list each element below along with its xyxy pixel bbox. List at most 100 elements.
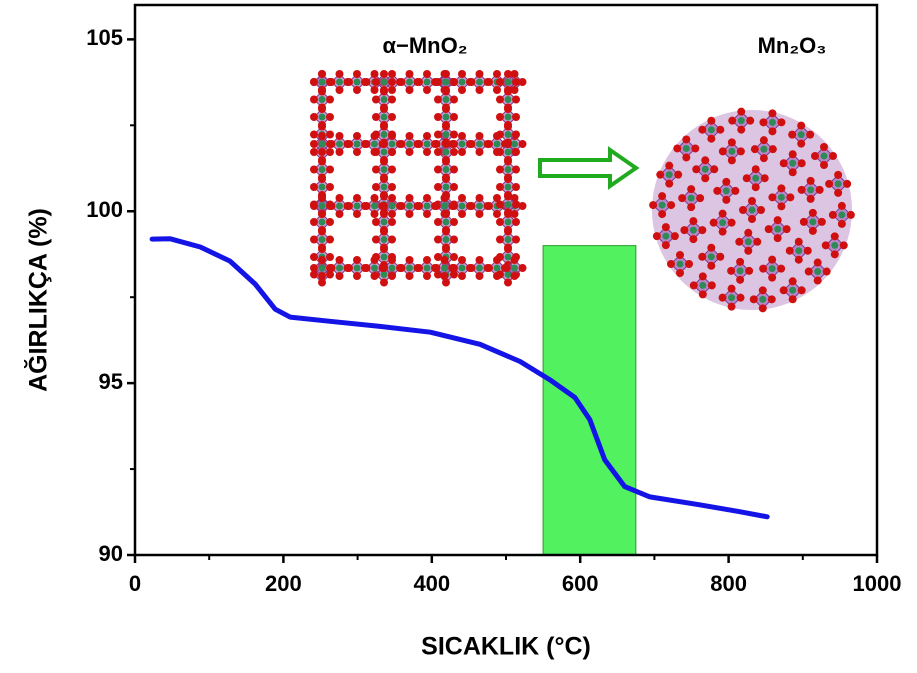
oxygen-atom (829, 152, 838, 161)
oxygen-atom (759, 264, 768, 273)
oxygen-atom (512, 113, 520, 121)
oxygen-atom (326, 218, 334, 226)
oxygen-atom (670, 232, 679, 241)
oxygen-atom (716, 252, 725, 261)
oxygen-atom (335, 272, 344, 280)
oxygen-atom (434, 95, 442, 104)
oxygen-atom (760, 174, 769, 183)
mn-atom (504, 131, 512, 138)
mn-atom (380, 131, 388, 138)
oxygen-atom (788, 168, 797, 177)
oxygen-atom (442, 278, 450, 287)
oxygen-atom (698, 125, 707, 134)
oxygen-atom (739, 206, 747, 214)
oxygen-atom (493, 194, 501, 202)
oxygen-atom (689, 217, 698, 226)
oxygen-atom (496, 270, 504, 279)
mn-atom (318, 78, 326, 86)
oxygen-atom (440, 272, 449, 280)
oxygen-atom (727, 218, 736, 227)
oxygen-atom (318, 148, 326, 156)
y-tick-label: 100 (86, 197, 123, 222)
y-tick-label: 90 (99, 541, 123, 566)
oxygen-atom (745, 266, 754, 275)
oxygen-atom (318, 87, 326, 96)
oxygen-atom (380, 202, 388, 210)
oxygen-atom (310, 140, 318, 148)
oxygen-atom (735, 237, 744, 246)
oxygen-atom (794, 237, 803, 246)
oxygen-atom (353, 256, 361, 264)
oxygen-atom (504, 70, 512, 78)
oxygen-atom (718, 209, 727, 218)
mn-atom (442, 113, 450, 121)
oxygen-atom (326, 183, 334, 191)
oxygen-atom (799, 217, 808, 226)
oxygen-atom (434, 235, 442, 244)
mn-atom (682, 144, 690, 152)
oxygen-atom (820, 161, 829, 170)
oxygen-atom (496, 130, 504, 139)
oxygen-atom (680, 226, 689, 235)
mn-atom (795, 247, 803, 255)
oxygen-atom (326, 253, 334, 261)
oxygen-atom (768, 109, 777, 118)
oxygen-atom (736, 293, 745, 302)
mn-atom (442, 78, 450, 86)
mn-atom (388, 264, 396, 272)
oxygen-atom (372, 183, 380, 191)
oxygen-atom (380, 140, 388, 148)
oxygen-atom (458, 70, 466, 78)
oxygen-atom (434, 253, 442, 261)
oxygen-atom (318, 132, 326, 140)
oxygen-atom (736, 257, 745, 266)
oxygen-atom (335, 256, 344, 264)
oxygen-atom (326, 270, 334, 279)
oxygen-atom (834, 170, 843, 179)
oxygen-atom (310, 218, 318, 226)
oxygen-atom (797, 139, 806, 148)
mn-atom (504, 271, 512, 278)
oxygen-atom (718, 227, 727, 236)
oxygen-atom (837, 201, 846, 210)
oxygen-atom (512, 165, 520, 174)
oxygen-atom (727, 266, 736, 275)
oxygen-atom (434, 130, 442, 139)
oxygen-atom (493, 210, 501, 218)
oxygen-atom (661, 241, 670, 250)
mn-atom (371, 202, 378, 210)
mn-atom (336, 202, 343, 210)
oxygen-atom (388, 256, 396, 264)
oxygen-atom (415, 202, 423, 210)
oxygen-atom (768, 255, 777, 264)
mn-atom (504, 218, 512, 226)
mn-atom (442, 218, 450, 226)
oxygen-atom (727, 138, 736, 147)
oxygen-atom (405, 210, 414, 218)
oxygen-atom (326, 148, 334, 156)
oxygen-atom (362, 140, 371, 148)
mn-atom (752, 174, 760, 182)
mn-atom (318, 218, 326, 226)
oxygen-atom (450, 264, 458, 272)
oxygen-atom (434, 165, 442, 174)
mn-atom (511, 264, 518, 272)
inset-label: α−MnO₂ (382, 33, 467, 58)
oxygen-atom (318, 278, 326, 287)
oxygen-atom (661, 223, 670, 232)
oxygen-atom (759, 118, 768, 127)
oxygen-atom (345, 264, 353, 272)
oxygen-atom (380, 122, 388, 131)
oxygen-atom (353, 194, 361, 202)
oxygen-atom (727, 156, 736, 165)
mn-atom (318, 166, 326, 173)
oxygen-atom (698, 226, 707, 235)
oxygen-atom (785, 246, 794, 255)
oxygen-atom (318, 194, 326, 202)
mn-atom (728, 147, 736, 155)
oxygen-atom (397, 140, 406, 148)
oxygen-atom (450, 183, 458, 191)
oxygen-atom (310, 78, 318, 86)
oxygen-atom (380, 210, 388, 218)
mn-atom (318, 96, 326, 103)
